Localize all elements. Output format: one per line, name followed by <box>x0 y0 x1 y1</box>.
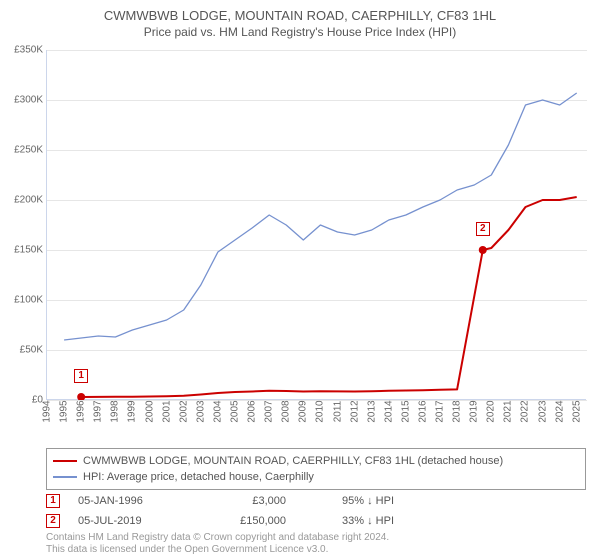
transaction-row: 1 05-JAN-1996 £3,000 95% ↓ HPI <box>46 494 394 508</box>
x-axis-label: 2000 <box>144 400 155 422</box>
x-axis-label: 2014 <box>383 400 394 422</box>
x-axis-label: 2022 <box>520 400 531 422</box>
x-axis-label: 1999 <box>127 400 138 422</box>
marker-flag-icon: 2 <box>476 222 490 236</box>
legend: CWMWBWB LODGE, MOUNTAIN ROAD, CAERPHILLY… <box>46 448 586 490</box>
page-subtitle: Price paid vs. HM Land Registry's House … <box>0 23 600 39</box>
x-axis-label: 2023 <box>537 400 548 422</box>
y-axis-label: £150K <box>3 245 43 256</box>
x-axis-label: 2025 <box>571 400 582 422</box>
y-axis-label: £50K <box>3 345 43 356</box>
x-axis-label: 2002 <box>178 400 189 422</box>
x-axis-label: 1997 <box>93 400 104 422</box>
x-axis-label: 2021 <box>503 400 514 422</box>
x-axis-label: 2016 <box>417 400 428 422</box>
transaction-date: 05-JAN-1996 <box>78 495 188 507</box>
transaction-pct: 95% ↓ HPI <box>304 495 394 507</box>
transaction-flag-icon: 2 <box>46 514 60 528</box>
x-axis-label: 1994 <box>42 400 53 422</box>
y-axis-label: £250K <box>3 145 43 156</box>
transaction-pct: 33% ↓ HPI <box>304 515 394 527</box>
x-axis-label: 2011 <box>332 401 343 423</box>
series-line <box>81 197 577 397</box>
y-axis-label: £200K <box>3 195 43 206</box>
x-axis-label: 1995 <box>59 400 70 422</box>
series-line <box>64 93 577 340</box>
x-axis-label: 2020 <box>486 400 497 422</box>
transaction-price: £3,000 <box>206 495 286 507</box>
transaction-row: 2 05-JUL-2019 £150,000 33% ↓ HPI <box>46 514 394 528</box>
x-axis-label: 2003 <box>195 400 206 422</box>
x-axis-label: 2024 <box>554 400 565 422</box>
attribution: Contains HM Land Registry data © Crown c… <box>46 532 389 556</box>
page-title: CWMWBWB LODGE, MOUNTAIN ROAD, CAERPHILLY… <box>0 0 600 23</box>
attribution-line: This data is licensed under the Open Gov… <box>46 544 389 556</box>
x-axis-label: 2013 <box>366 400 377 422</box>
x-axis-label: 2019 <box>469 400 480 422</box>
transaction-price: £150,000 <box>206 515 286 527</box>
legend-swatch <box>53 460 77 462</box>
x-axis-label: 2006 <box>247 400 258 422</box>
y-axis-label: £300K <box>3 95 43 106</box>
transaction-flag-icon: 1 <box>46 494 60 508</box>
y-axis-label: £100K <box>3 295 43 306</box>
x-axis-label: 2018 <box>452 400 463 422</box>
x-axis-label: 2017 <box>435 400 446 422</box>
x-axis-label: 2009 <box>298 400 309 422</box>
x-axis-label: 2015 <box>400 400 411 422</box>
x-axis-label: 2004 <box>212 400 223 422</box>
y-axis-label: £0 <box>3 395 43 406</box>
x-axis-label: 2005 <box>229 400 240 422</box>
marker-dot <box>479 246 487 254</box>
x-axis-label: 2007 <box>264 400 275 422</box>
x-axis-label: 2001 <box>161 400 172 422</box>
x-axis-label: 2008 <box>281 400 292 422</box>
x-axis-label: 2012 <box>349 400 360 422</box>
x-axis-label: 2010 <box>315 400 326 422</box>
y-axis-label: £350K <box>3 45 43 56</box>
chart-area: £0£50K£100K£150K£200K£250K£300K£350K 199… <box>46 50 586 420</box>
legend-label: HPI: Average price, detached house, Caer… <box>83 469 314 485</box>
transaction-date: 05-JUL-2019 <box>78 515 188 527</box>
plot-area: £0£50K£100K£150K£200K£250K£300K£350K 199… <box>46 50 586 400</box>
legend-item-hpi: HPI: Average price, detached house, Caer… <box>53 469 579 485</box>
attribution-line: Contains HM Land Registry data © Crown c… <box>46 532 389 544</box>
marker-flag-icon: 1 <box>74 369 88 383</box>
x-axis-label: 1996 <box>76 400 87 422</box>
marker-dot <box>77 393 85 400</box>
x-axis-label: 1998 <box>110 400 121 422</box>
chart-svg <box>47 50 587 400</box>
legend-item-property: CWMWBWB LODGE, MOUNTAIN ROAD, CAERPHILLY… <box>53 453 579 469</box>
legend-swatch <box>53 476 77 478</box>
legend-label: CWMWBWB LODGE, MOUNTAIN ROAD, CAERPHILLY… <box>83 453 503 469</box>
